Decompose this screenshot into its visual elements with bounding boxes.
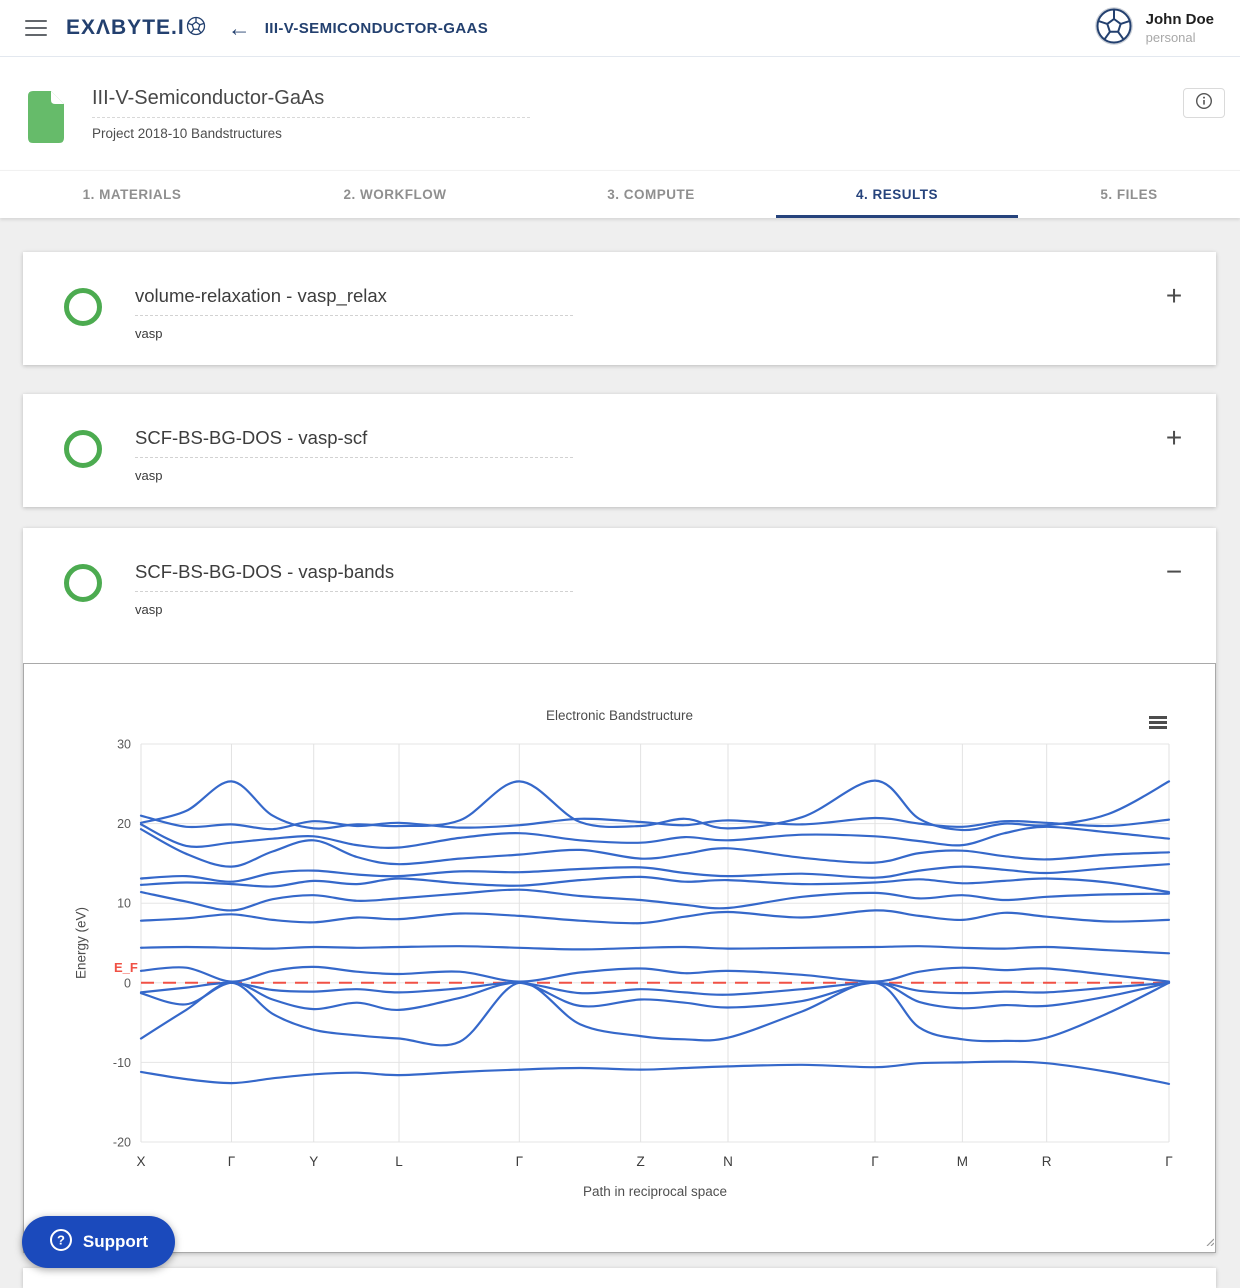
hamburger-menu-icon[interactable] [25, 15, 47, 41]
svg-text:N: N [723, 1154, 733, 1169]
workflow-step-tabs: 1. MATERIALS 2. WORKFLOW 3. COMPUTE 4. R… [0, 170, 1240, 218]
entity-header: III-V-Semiconductor-GaAs Project 2018-10… [0, 57, 1240, 170]
status-ring-icon [64, 288, 102, 326]
svg-text:10: 10 [117, 897, 131, 911]
chart-menu-icon[interactable] [1147, 712, 1169, 733]
tab-materials[interactable]: 1. MATERIALS [82, 187, 182, 202]
bandstructure-chart: Electronic Bandstructure 30 20 10 0 -10 -20 X Γ… [23, 663, 1216, 1253]
job-title: SCF-BS-BG-DOS - vasp-bands [135, 561, 573, 592]
job-title: SCF-BS-BG-DOS - vasp-scf [135, 427, 573, 458]
user-scope: personal [1145, 30, 1196, 45]
avatar-fullerene-icon[interactable] [1094, 6, 1134, 51]
result-card-vasp-bands: SCF-BS-BG-DOS - vasp-bands vasp − Electr… [23, 528, 1216, 1253]
svg-text:Z: Z [636, 1154, 644, 1169]
exabyte-logo[interactable]: EXΛBYTE.I [66, 16, 206, 41]
job-app-label: vasp [135, 602, 163, 617]
svg-text:R: R [1042, 1154, 1052, 1169]
bandstructure-plot[interactable]: 30 20 10 0 -10 -20 X Γ Y L Γ Z N Γ M R Γ [24, 664, 1215, 1252]
next-result-card-partial [23, 1268, 1216, 1288]
collapse-icon[interactable]: − [1165, 556, 1183, 587]
support-button[interactable]: ? Support [22, 1216, 175, 1268]
status-ring-icon [64, 564, 102, 602]
chart-title: Electronic Bandstructure [545, 708, 694, 723]
support-label: Support [82, 1232, 149, 1251]
svg-text:Γ: Γ [1165, 1154, 1173, 1169]
svg-text:Γ: Γ [871, 1154, 879, 1169]
tab-results[interactable]: 4. RESULTS [776, 171, 1018, 218]
svg-text:Y: Y [309, 1154, 318, 1169]
svg-text:30: 30 [117, 738, 131, 752]
top-navbar: EXΛBYTE.I ← III-V-SEMICONDUCTOR-GAAS [0, 0, 1240, 57]
svg-text:-10: -10 [113, 1056, 131, 1070]
resize-handle[interactable] [1204, 1233, 1215, 1251]
fermi-level-label: E_F [114, 960, 138, 975]
svg-text:L: L [395, 1154, 403, 1169]
tab-workflow[interactable]: 2. WORKFLOW [343, 187, 447, 202]
svg-text:Γ: Γ [516, 1154, 524, 1169]
svg-text:20: 20 [117, 817, 131, 831]
user-name: John Doe [1145, 11, 1214, 28]
breadcrumb: III-V-SEMICONDUCTOR-GAAS [264, 19, 489, 37]
tab-files[interactable]: 5. FILES [1100, 187, 1158, 202]
info-icon [1195, 92, 1213, 115]
job-app-label: vasp [135, 326, 163, 341]
page-subtitle: Project 2018-10 Bandstructures [92, 126, 282, 141]
question-circle-icon: ? [49, 1228, 73, 1257]
logo-text: EXΛBYTE.I [66, 16, 185, 39]
y-axis-label: Energy (eV) [73, 906, 89, 980]
svg-text:0: 0 [124, 976, 131, 990]
job-app-label: vasp [135, 468, 163, 483]
job-title: volume-relaxation - vasp_relax [135, 285, 573, 316]
x-axis-label: Path in reciprocal space [582, 1184, 728, 1199]
result-card-vasp-relax: volume-relaxation - vasp_relax vasp + [23, 252, 1216, 365]
page-title: III-V-Semiconductor-GaAs [92, 87, 530, 118]
status-ring-icon [64, 430, 102, 468]
tab-compute[interactable]: 3. COMPUTE [607, 187, 695, 202]
expand-icon[interactable]: + [1165, 280, 1183, 311]
svg-text:-20: -20 [113, 1136, 131, 1150]
expand-icon[interactable]: + [1165, 422, 1183, 453]
user-menu[interactable]: John Doe personal [1094, 6, 1214, 51]
info-button[interactable] [1183, 88, 1225, 118]
logo-fullerene-icon [186, 16, 206, 41]
document-icon [28, 91, 64, 148]
svg-text:?: ? [57, 1232, 65, 1247]
svg-text:M: M [957, 1154, 968, 1169]
svg-text:X: X [136, 1154, 145, 1169]
svg-text:Γ: Γ [228, 1154, 236, 1169]
back-arrow-icon[interactable]: ← [227, 14, 251, 41]
result-card-vasp-scf: SCF-BS-BG-DOS - vasp-scf vasp + [23, 394, 1216, 507]
